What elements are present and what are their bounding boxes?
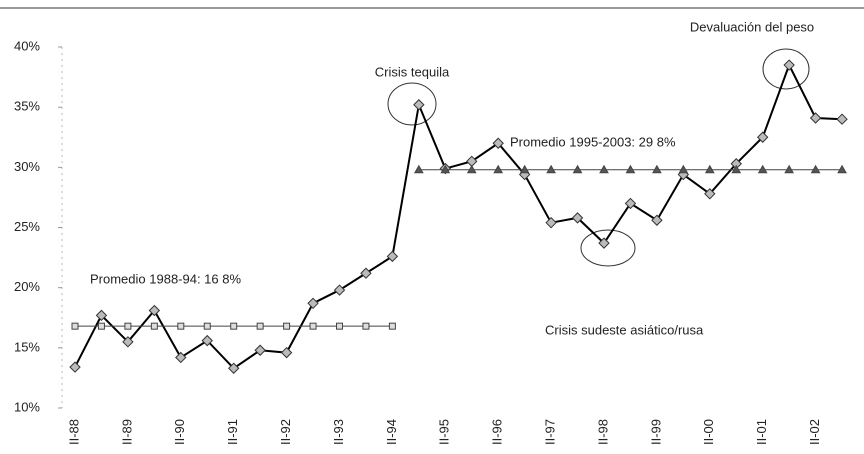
x-tick-label: II-01: [754, 419, 769, 445]
data-point: [651, 214, 663, 226]
data-point: [388, 322, 396, 330]
data-point: [413, 99, 425, 111]
x-tick-label: II-88: [66, 419, 81, 445]
y-tick-label: 30%: [14, 159, 40, 174]
data-point: [150, 322, 158, 330]
data-point: [493, 164, 504, 174]
data-point: [756, 131, 769, 143]
highlight-ellipse: [762, 48, 810, 90]
data-point: [810, 164, 821, 174]
highlight-ellipse: [580, 229, 636, 267]
data-point: [177, 322, 185, 330]
x-tick-label: II-96: [490, 419, 505, 445]
data-point: [336, 322, 343, 330]
data-point: [572, 164, 583, 174]
x-tick-label: II-94: [384, 419, 399, 445]
x-tick-label: II-93: [331, 419, 346, 445]
data-point: [704, 164, 715, 174]
data-point: [704, 188, 716, 200]
y-tick-label: 25%: [14, 219, 40, 234]
data-point: [624, 197, 637, 210]
x-tick-label: II-89: [119, 419, 134, 445]
x-tick-label: II-00: [701, 419, 716, 445]
data-point: [256, 322, 264, 330]
x-tick-label: II-98: [595, 419, 610, 445]
data-point: [784, 164, 795, 174]
data-point: [545, 216, 557, 229]
data-point: [652, 164, 662, 174]
y-tick-label: 10%: [14, 399, 40, 414]
data-point: [625, 164, 636, 174]
data-point: [230, 322, 238, 330]
data-point: [309, 322, 317, 330]
data-point: [71, 322, 79, 330]
data-point: [466, 164, 477, 174]
data-point: [546, 164, 556, 174]
data-point: [124, 322, 132, 330]
data-point: [492, 137, 504, 149]
data-point: [386, 250, 399, 263]
data-point: [97, 322, 105, 330]
data-point: [175, 351, 187, 364]
data-point: [731, 164, 742, 174]
x-tick-label: II-91: [225, 419, 240, 445]
annotation: Devaluación del peso: [690, 19, 814, 34]
x-tick-label: II-95: [437, 419, 452, 445]
data-point: [360, 267, 372, 279]
data-point: [599, 164, 609, 174]
data-point: [307, 297, 319, 310]
data-point: [678, 164, 689, 174]
data-point: [283, 322, 291, 330]
data-point: [201, 334, 213, 347]
data-point: [836, 113, 848, 125]
data-point: [122, 336, 134, 348]
data-point: [148, 304, 161, 317]
data-point: [333, 284, 346, 296]
data-point: [413, 164, 424, 174]
annotation: Promedio 1995-2003: 29 8%: [510, 134, 676, 149]
data-point: [809, 112, 822, 124]
data-point: [783, 59, 795, 71]
y-tick-label: 35%: [14, 99, 40, 114]
data-point: [440, 164, 451, 174]
data-point: [519, 164, 530, 174]
data-point: [362, 322, 370, 330]
data-point: [598, 237, 610, 249]
x-tick-label: II-92: [278, 419, 293, 445]
x-tick-label: II-02: [807, 419, 822, 445]
y-tick-label: 20%: [14, 279, 40, 294]
data-point: [571, 212, 584, 224]
highlight-ellipse: [387, 82, 437, 126]
x-tick-label: II-97: [543, 419, 558, 445]
data-point: [95, 309, 108, 322]
data-point: [69, 361, 81, 373]
data-point: [757, 164, 768, 174]
y-tick-label: 15%: [14, 339, 40, 354]
data-point: [280, 346, 293, 359]
y-tick-label: 40%: [14, 38, 40, 53]
annotation: Promedio 1988-94: 16 8%: [90, 271, 241, 286]
data-point: [203, 322, 211, 330]
annotation: Crisis sudeste asiático/rusa: [545, 322, 704, 337]
x-tick-label: II-90: [172, 419, 187, 445]
data-point: [837, 164, 847, 174]
data-point: [227, 362, 240, 374]
series-line: [74, 62, 843, 370]
annotation: Crisis tequila: [375, 64, 450, 79]
x-tick-label: II-99: [648, 419, 663, 445]
data-point: [254, 344, 266, 356]
